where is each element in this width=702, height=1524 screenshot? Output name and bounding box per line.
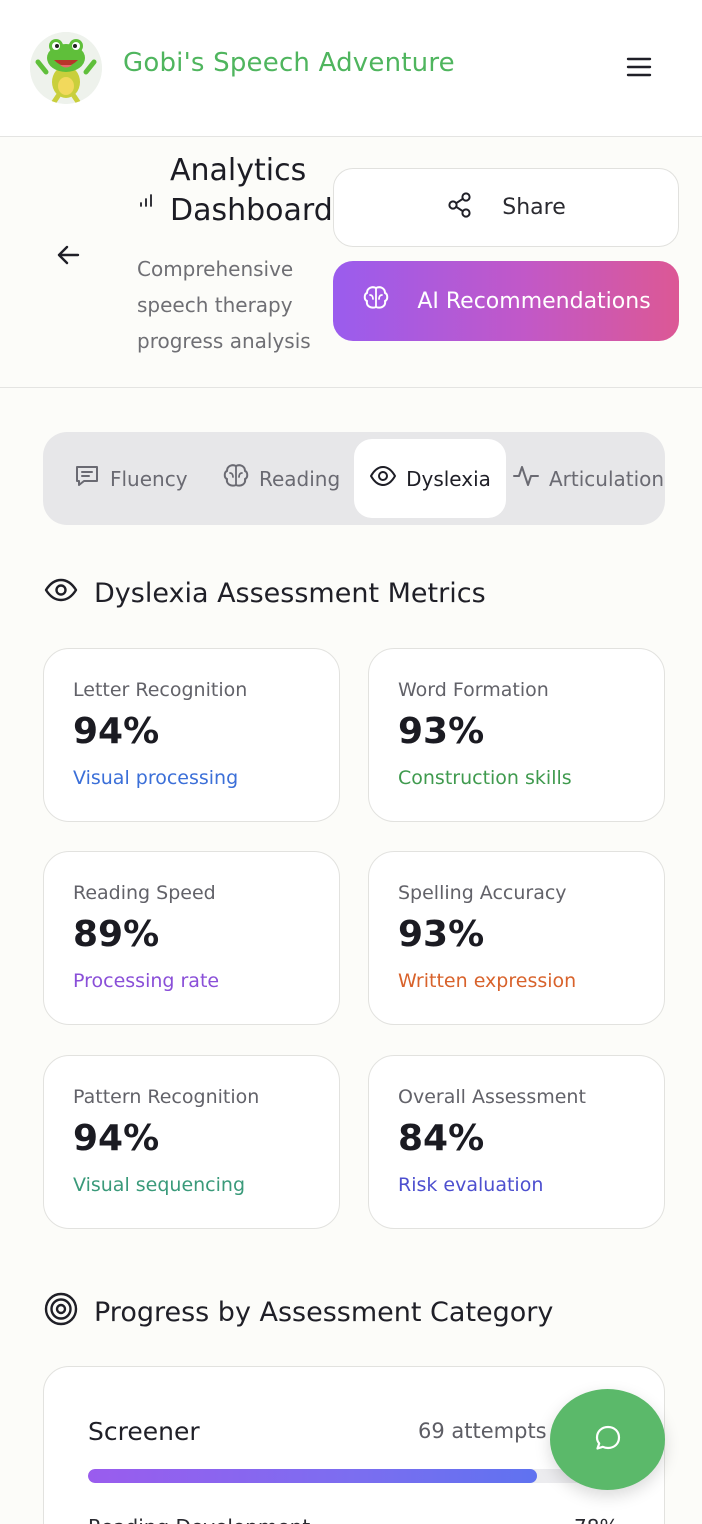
metric-value: 93%: [398, 711, 485, 752]
metric-note: Written expression: [398, 970, 577, 992]
target-icon: [44, 1292, 78, 1333]
progress-bar-fill: [88, 1469, 537, 1483]
category-value: 78%: [574, 1515, 618, 1524]
chat-bubble-icon: [593, 1423, 623, 1457]
ai-recommendations-label: AI Recommendations: [417, 288, 651, 314]
metric-value: 94%: [73, 711, 160, 752]
brain-icon: [361, 283, 391, 319]
attempts-count: 69 attempts: [418, 1419, 547, 1443]
section-title: Dyslexia Assessment Metrics: [94, 578, 486, 609]
metric-label: Reading Speed: [73, 882, 216, 904]
metric-card-spelling-accuracy: Spelling Accuracy 93% Written expression: [368, 851, 665, 1025]
category-name: Screener: [88, 1417, 200, 1446]
tab-label: Dyslexia: [406, 466, 491, 491]
metric-label: Spelling Accuracy: [398, 882, 567, 904]
ai-recommendations-button[interactable]: AI Recommendations: [333, 261, 679, 341]
metric-card-overall-assessment: Overall Assessment 84% Risk evaluation: [368, 1055, 665, 1229]
page-subtitle: Comprehensive speech therapy progress an…: [137, 257, 311, 353]
activity-icon: [512, 462, 540, 495]
eye-icon: [369, 462, 397, 495]
app-header: Gobi's Speech Adventure: [0, 0, 702, 137]
section-title: Progress by Assessment Category: [94, 1297, 554, 1328]
share-label: Share: [502, 195, 566, 220]
eye-icon: [44, 573, 78, 614]
metric-value: 94%: [73, 1118, 160, 1159]
tab-label: Fluency: [110, 466, 188, 491]
metric-value: 84%: [398, 1118, 485, 1159]
arrow-left-icon[interactable]: [52, 239, 84, 271]
metric-note: Processing rate: [73, 970, 220, 992]
metric-card-reading-speed: Reading Speed 89% Processing rate: [43, 851, 340, 1025]
bar-chart-icon: [138, 192, 156, 208]
tab-label: Articulation: [549, 466, 665, 491]
metric-value: 93%: [398, 914, 485, 955]
message-square-icon: [73, 462, 101, 495]
progress-bar: [88, 1469, 622, 1483]
metric-label: Pattern Recognition: [73, 1086, 260, 1108]
dashboard-header: Analytics Dashboard Comprehensive speech…: [0, 137, 702, 388]
page-title: Analytics Dashboard: [170, 153, 333, 228]
metric-label: Word Formation: [398, 679, 549, 701]
share-icon: [446, 191, 474, 225]
metric-note: Visual sequencing: [73, 1174, 246, 1196]
category-name: Reading Development: [88, 1515, 310, 1524]
progress-section-heading: Progress by Assessment Category: [44, 1292, 553, 1333]
frog-mascot-icon[interactable]: [30, 32, 102, 104]
tab-label: Reading: [259, 466, 341, 491]
metric-value: 89%: [73, 914, 160, 955]
app-title: Gobi's Speech Adventure: [123, 48, 455, 78]
brain-icon: [222, 462, 250, 495]
metric-card-letter-recognition: Letter Recognition 94% Visual processing: [43, 648, 340, 822]
metric-label: Letter Recognition: [73, 679, 248, 701]
chat-button[interactable]: [550, 1389, 665, 1490]
metric-note: Construction skills: [398, 767, 572, 789]
metric-card-word-formation: Word Formation 93% Construction skills: [368, 648, 665, 822]
share-button[interactable]: Share: [333, 168, 679, 247]
tab-articulation[interactable]: Articulation: [512, 439, 664, 518]
metric-card-pattern-recognition: Pattern Recognition 94% Visual sequencin…: [43, 1055, 340, 1229]
metrics-section-heading: Dyslexia Assessment Metrics: [44, 573, 486, 614]
hamburger-menu-icon[interactable]: [622, 52, 656, 82]
tab-dyslexia[interactable]: Dyslexia: [354, 439, 506, 518]
tab-reading[interactable]: Reading: [222, 439, 372, 518]
metric-note: Visual processing: [73, 767, 239, 789]
tab-fluency[interactable]: Fluency: [73, 439, 223, 518]
metric-label: Overall Assessment: [398, 1086, 586, 1108]
assessment-tabs: Fluency Reading Dyslexia Articulation: [43, 432, 665, 525]
metric-note: Risk evaluation: [398, 1174, 544, 1196]
